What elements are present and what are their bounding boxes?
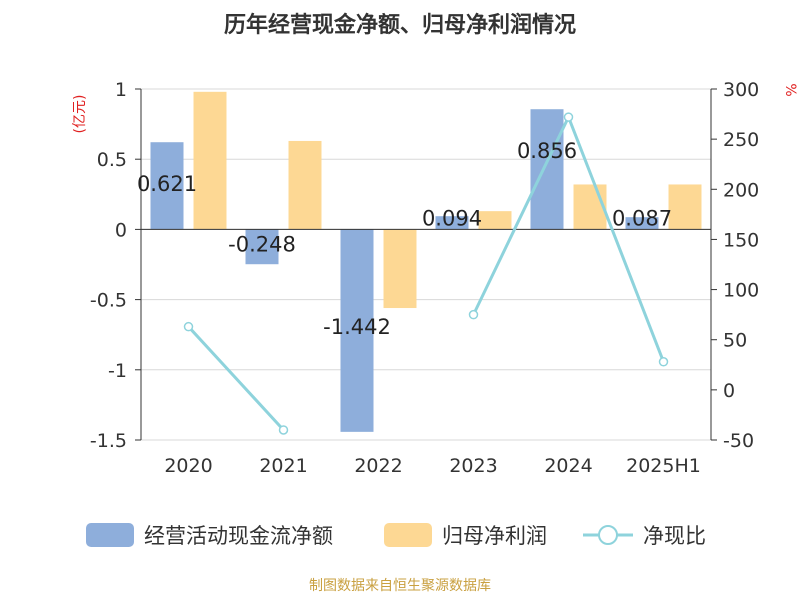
ratio-point: [183, 321, 194, 332]
x-tick-label: 2021: [259, 455, 307, 477]
legend-label-ratio: 净现比: [643, 524, 706, 548]
x-tick-label: 2024: [544, 455, 592, 477]
axes: 1 0.5 0 -0.5 -1 -1.5 300 250 200 150 100 50 0 -50 2020…: [90, 79, 759, 477]
right-tick-label: 100: [723, 280, 759, 302]
cashflow-value-label: 0.621: [137, 172, 197, 196]
left-tick-label: 1: [115, 79, 127, 101]
net-profit-bar: [288, 140, 322, 230]
net-profit-bar: [573, 184, 607, 230]
right-axis-unit: %: [782, 83, 798, 96]
ratio-line-segment: [187, 325, 285, 431]
source-note: 制图数据来自恒生聚源数据库: [309, 578, 491, 594]
legend-label-cashflow: 经营活动现金流净额: [144, 524, 333, 548]
cashflow-value-label: 0.094: [422, 206, 482, 230]
right-tick-label: 0: [723, 380, 735, 402]
right-tick-label: 300: [723, 79, 759, 101]
cashflow-value-label: -1.442: [323, 315, 391, 339]
net-profit-bar: [193, 91, 227, 230]
cashflow-value-label: -0.248: [228, 232, 296, 256]
cashflow-bar: [625, 217, 659, 230]
left-axis-unit: (亿元): [72, 95, 88, 134]
ratio-point: [278, 425, 289, 435]
cashflow-value-label: 0.856: [517, 139, 577, 163]
x-tick-label: 2025H1: [626, 455, 701, 477]
ratio-point: [563, 112, 574, 122]
net-profit-bar: [668, 184, 702, 230]
x-tick-label: 2020: [164, 455, 212, 477]
cashflow-bar: [435, 216, 469, 230]
data-labels: 0.621 -0.248 -1.442 0.094 0.856 0.087: [137, 139, 672, 339]
cashflow-bar: [150, 142, 184, 230]
right-tick-label: 150: [723, 229, 759, 251]
legend-swatch-profit: [384, 523, 432, 547]
left-tick-label: -1: [108, 360, 127, 382]
x-tick-label: 2023: [449, 455, 497, 477]
left-tick-label: 0.5: [97, 149, 127, 171]
net-profit-bar: [478, 211, 512, 230]
chart-title: 历年经营现金净额、归母净利润情况: [224, 12, 576, 38]
left-tick-label: 0: [115, 219, 127, 241]
left-tick-label: -1.5: [90, 430, 127, 452]
legend: 经营活动现金流净额 归母净利润 净现比: [86, 523, 706, 548]
cashflow-value-label: 0.087: [612, 206, 672, 230]
right-tick-label: 50: [723, 330, 747, 352]
right-tick-label: 200: [723, 179, 759, 201]
ratio-line: [183, 112, 669, 435]
legend-label-profit: 归母净利润: [442, 524, 547, 548]
legend-marker-ratio: [598, 525, 618, 545]
net-profit-bar: [383, 229, 417, 309]
x-tick-label: 2022: [354, 455, 402, 477]
right-tick-label: -50: [723, 430, 754, 452]
cashflow-bar: [340, 229, 374, 432]
legend-swatch-cashflow: [86, 523, 134, 547]
ratio-point: [658, 357, 669, 367]
bars: [150, 91, 702, 432]
ratio-point: [468, 309, 479, 320]
cashflow-bar: [530, 109, 564, 230]
left-tick-label: -0.5: [90, 290, 127, 312]
right-tick-label: 250: [723, 129, 759, 151]
cashflow-bar: [245, 229, 279, 265]
